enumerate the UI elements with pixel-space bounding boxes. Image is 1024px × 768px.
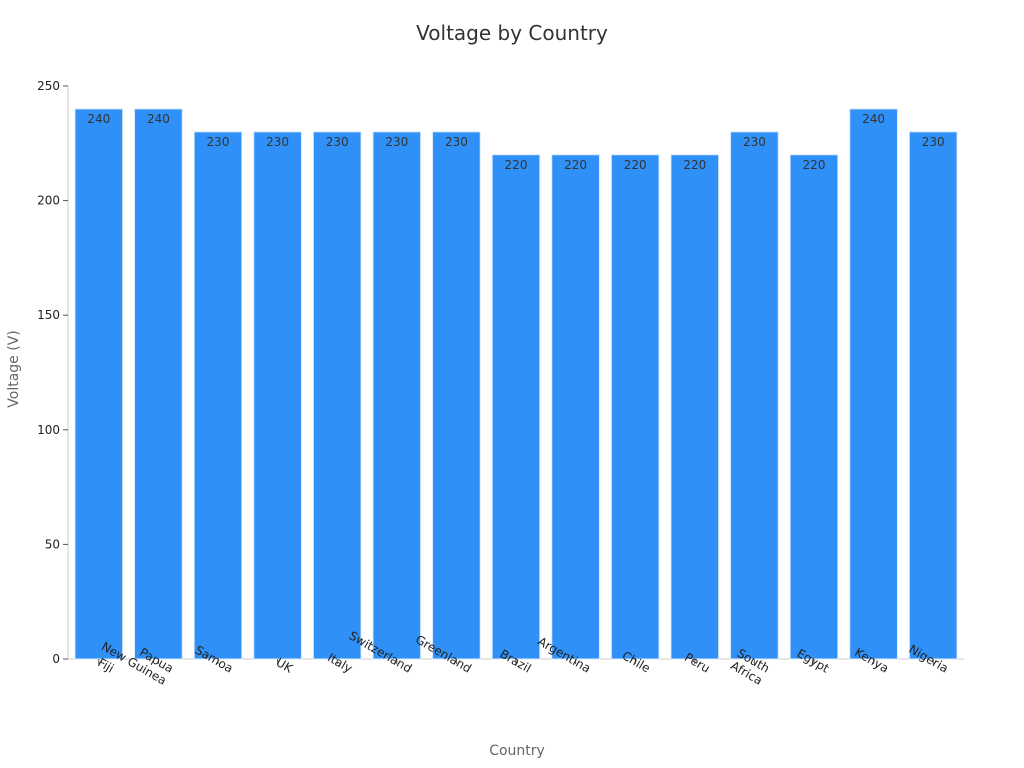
bar bbox=[670, 154, 720, 660]
bar-value-label: 230 bbox=[743, 135, 766, 149]
x-tick-label-line: Fiji bbox=[95, 655, 116, 675]
bar bbox=[312, 131, 362, 660]
bar-value-label: 230 bbox=[445, 135, 468, 149]
bar-value-label: 230 bbox=[266, 135, 289, 149]
bar-value-label: 230 bbox=[385, 135, 408, 149]
bar-value-label: 240 bbox=[87, 112, 110, 126]
chart-title: Voltage by Country bbox=[416, 21, 608, 45]
x-axis-title: Country bbox=[489, 743, 545, 759]
bar-value-label: 230 bbox=[207, 135, 230, 149]
y-tick-label: 0 bbox=[52, 652, 60, 666]
bar bbox=[432, 131, 481, 660]
bar-value-label: 220 bbox=[683, 158, 706, 172]
bar bbox=[491, 154, 541, 660]
bar-value-label: 220 bbox=[624, 158, 647, 172]
bar bbox=[193, 131, 243, 660]
bar bbox=[730, 131, 779, 660]
bar-value-label: 230 bbox=[922, 135, 945, 149]
bar bbox=[551, 154, 600, 660]
y-tick-label: 200 bbox=[37, 194, 60, 208]
bar bbox=[610, 154, 660, 660]
bar bbox=[134, 108, 183, 660]
bar-value-label: 240 bbox=[862, 112, 885, 126]
bar bbox=[372, 131, 422, 660]
bar-value-label: 240 bbox=[147, 112, 170, 126]
bar-value-label: 220 bbox=[803, 158, 826, 172]
x-tick-label: Fiji bbox=[95, 655, 116, 675]
bar-value-label: 230 bbox=[326, 135, 349, 149]
bar bbox=[908, 131, 958, 660]
bar bbox=[74, 108, 124, 660]
y-tick-label: 100 bbox=[37, 423, 60, 437]
y-tick-label: 250 bbox=[37, 79, 60, 93]
y-tick-label: 150 bbox=[37, 308, 60, 322]
bar bbox=[789, 154, 839, 660]
bar bbox=[253, 131, 302, 660]
y-axis-title: Voltage (V) bbox=[6, 330, 22, 407]
y-tick-label: 50 bbox=[45, 537, 60, 551]
bar-value-label: 220 bbox=[564, 158, 587, 172]
bar bbox=[849, 108, 898, 660]
bar-value-label: 220 bbox=[505, 158, 528, 172]
